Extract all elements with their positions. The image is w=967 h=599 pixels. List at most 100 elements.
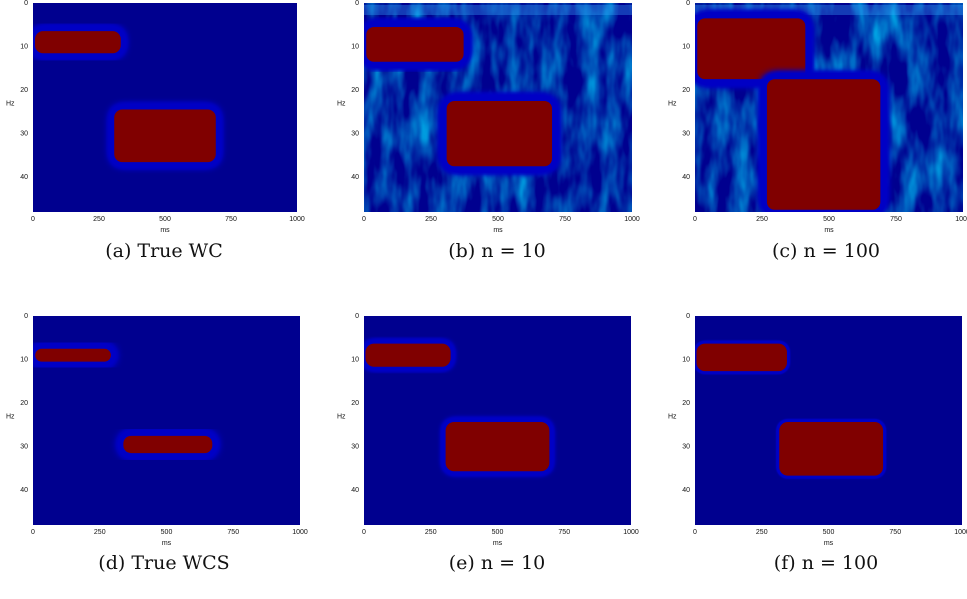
- y-tick-label: 0: [24, 313, 28, 320]
- heatmap-region-1: [697, 18, 806, 80]
- heatmap-top-band: [364, 5, 632, 15]
- caption-c: (c) n = 100: [771, 240, 880, 262]
- x-tick-label: 250: [425, 216, 437, 223]
- y-tick-label: 20: [682, 400, 690, 407]
- x-tick-label: 500: [492, 529, 504, 536]
- heatmap-plot-area: [33, 346, 215, 456]
- x-tick-label: 1000: [954, 529, 967, 536]
- heatmap-region-1: [366, 27, 464, 62]
- y-tick-label: 10: [682, 357, 690, 364]
- y-tick-label: 0: [686, 313, 690, 320]
- heatmap-region-2: [779, 422, 884, 476]
- y-tick-label: 30: [682, 444, 690, 451]
- x-tick-label: 250: [756, 529, 768, 536]
- heatmap-plot-area: [364, 342, 551, 473]
- chart-panel-b: 0 10 20 30 40 0 250 500 750 1000 ms Hz: [337, 0, 640, 234]
- x-tick-label: 1000: [289, 216, 305, 223]
- x-tick-label: 0: [31, 216, 35, 223]
- x-axis-label: ms: [160, 227, 170, 234]
- x-axis-label: ms: [493, 540, 503, 547]
- heatmap-region-2: [114, 109, 216, 163]
- caption-f: (f) n = 100: [773, 552, 879, 574]
- y-tick-label: 30: [351, 444, 359, 451]
- heatmap-region-1: [365, 343, 451, 367]
- x-tick-label: 500: [823, 216, 835, 223]
- y-axis-label: Hz: [6, 101, 15, 108]
- heatmap-region-2: [766, 79, 881, 210]
- chart-panel-d: 0 10 20 30 40 0 250 500 750 1000 ms Hz: [6, 313, 308, 547]
- y-tick-label: 30: [20, 444, 28, 451]
- y-tick-label: 40: [682, 174, 690, 181]
- heatmap-region-1: [35, 348, 111, 362]
- x-tick-label: 1000: [624, 216, 640, 223]
- chart-panel-f: 0 10 20 30 40 0 250 500 750 1000 ms Hz: [668, 313, 967, 547]
- x-tick-label: 1000: [955, 216, 967, 223]
- y-tick-label: 20: [351, 400, 359, 407]
- heatmap-plot-area: [695, 342, 885, 478]
- x-tick-label: 750: [558, 529, 570, 536]
- x-tick-label: 750: [225, 216, 237, 223]
- x-tick-label: 750: [227, 529, 239, 536]
- heatmap-plot-area: [364, 3, 632, 212]
- x-axis-label: ms: [824, 540, 834, 547]
- x-tick-label: 0: [693, 216, 697, 223]
- y-tick-label: 20: [20, 87, 28, 94]
- x-axis-label: ms: [162, 540, 172, 547]
- heatmap-plot-area: [695, 3, 963, 212]
- y-tick-label: 30: [20, 131, 28, 138]
- y-tick-label: 30: [682, 131, 690, 138]
- y-tick-label: 10: [20, 44, 28, 51]
- x-tick-label: 500: [823, 529, 835, 536]
- caption-d: (d) True WCS: [98, 552, 230, 574]
- y-tick-label: 30: [351, 131, 359, 138]
- x-tick-label: 250: [94, 529, 106, 536]
- y-tick-label: 20: [682, 87, 690, 94]
- x-tick-label: 750: [890, 216, 902, 223]
- x-tick-label: 500: [159, 216, 171, 223]
- y-tick-label: 40: [20, 174, 28, 181]
- y-tick-label: 40: [682, 487, 690, 494]
- x-tick-label: 0: [693, 529, 697, 536]
- x-tick-label: 750: [889, 529, 901, 536]
- x-axis-label: ms: [493, 227, 503, 234]
- chart-panel-a: 0 10 20 30 40 0 250 500 750 1000 ms Hz: [6, 0, 305, 234]
- y-axis-label: Hz: [337, 414, 346, 421]
- x-tick-label: 500: [492, 216, 504, 223]
- chart-panel-e: 0 10 20 30 40 0 250 500 750 1000 ms Hz: [337, 313, 639, 547]
- x-axis-label: ms: [824, 227, 834, 234]
- x-tick-label: 750: [559, 216, 571, 223]
- heatmap-region-1: [696, 343, 787, 372]
- heatmap-region-2: [123, 435, 213, 454]
- x-tick-label: 0: [362, 529, 366, 536]
- caption-b: (b) n = 10: [448, 240, 546, 262]
- y-tick-label: 40: [20, 487, 28, 494]
- x-tick-label: 1000: [292, 529, 308, 536]
- y-tick-label: 10: [20, 357, 28, 364]
- heatmap-plot-area: [33, 29, 218, 165]
- chart-panel-c: 0 10 20 30 40 0 250 500 750 1000 ms Hz: [668, 0, 967, 234]
- y-tick-label: 10: [351, 357, 359, 364]
- x-tick-label: 250: [93, 216, 105, 223]
- y-axis-label: Hz: [668, 101, 677, 108]
- y-axis-label: Hz: [337, 101, 346, 108]
- y-tick-label: 0: [686, 0, 690, 7]
- y-tick-label: 0: [24, 0, 28, 7]
- y-tick-label: 0: [355, 313, 359, 320]
- x-tick-label: 250: [425, 529, 437, 536]
- caption-a: (a) True WC: [105, 240, 223, 262]
- heatmap-top-band: [695, 5, 963, 15]
- y-tick-label: 0: [355, 0, 359, 7]
- x-tick-label: 0: [31, 529, 35, 536]
- x-tick-label: 1000: [623, 529, 639, 536]
- y-tick-label: 20: [351, 87, 359, 94]
- x-tick-label: 250: [756, 216, 768, 223]
- caption-e: (e) n = 10: [448, 552, 546, 574]
- y-axis-label: Hz: [668, 414, 677, 421]
- heatmap-region-1: [35, 31, 121, 54]
- y-tick-label: 20: [20, 400, 28, 407]
- y-tick-label: 40: [351, 174, 359, 181]
- heatmap-region-2: [446, 101, 553, 167]
- x-tick-label: 0: [362, 216, 366, 223]
